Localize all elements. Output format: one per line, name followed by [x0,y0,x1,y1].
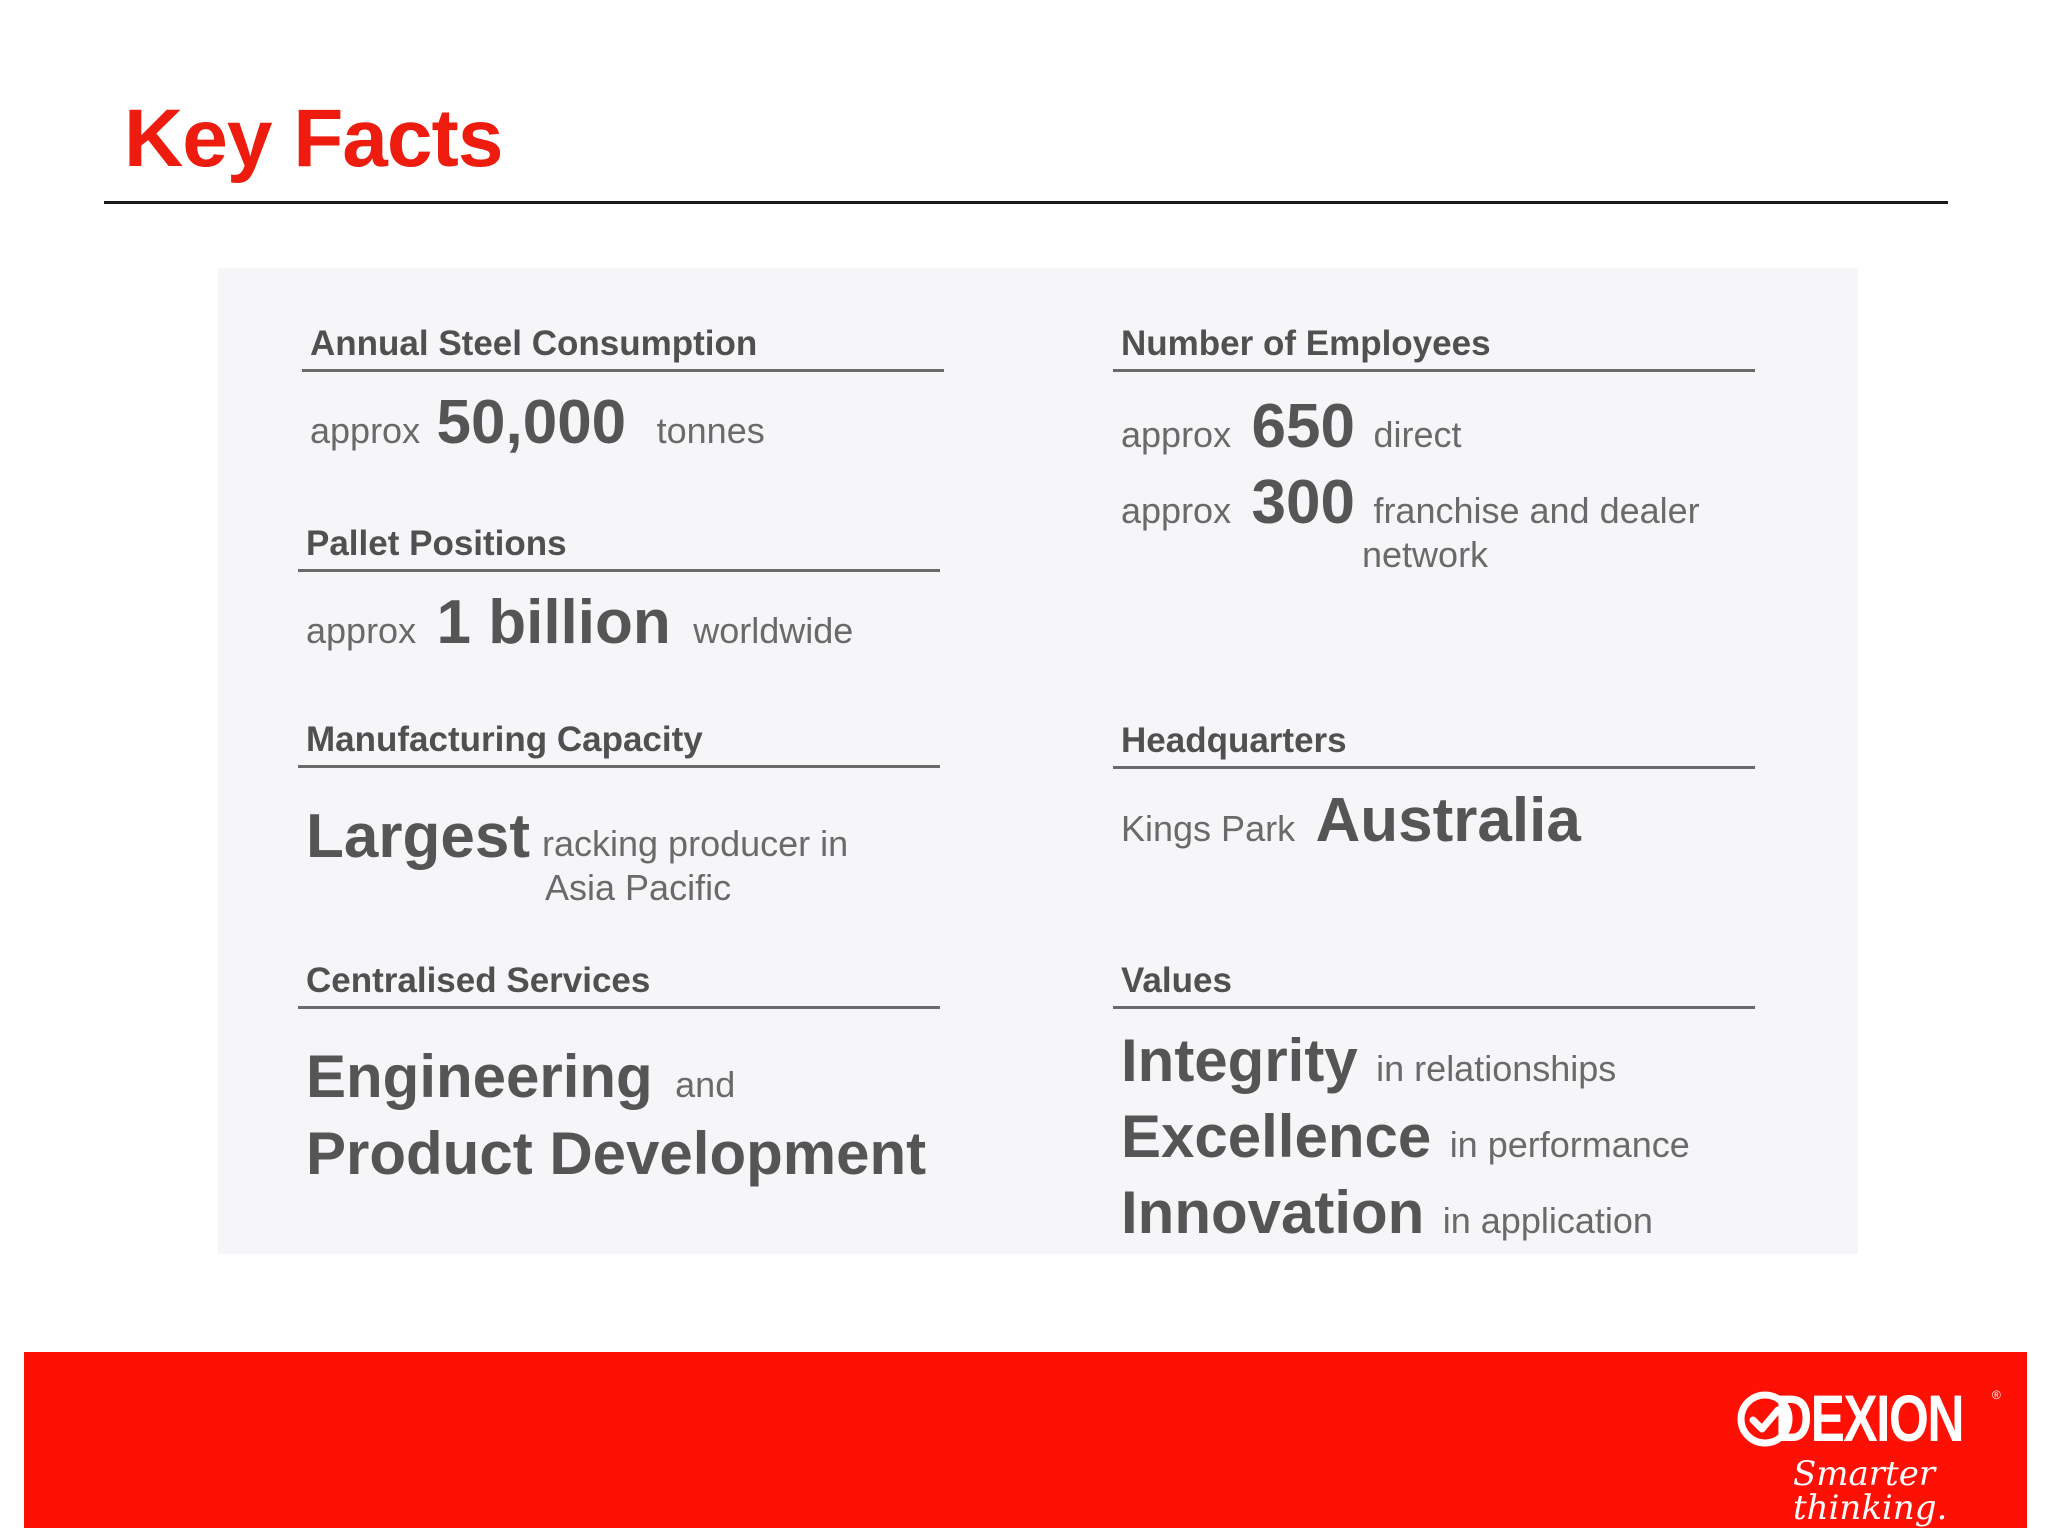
brand-tagline: Smarter thinking. [1793,1454,1948,1528]
value-name: Integrity [1121,1027,1358,1094]
manufacturing-suffix-line2: Asia Pacific [545,867,732,908]
section-heading: Number of Employees [1113,326,1755,372]
employees-row-1: approx 650 direct [1121,396,1461,458]
employees-prefix: approx [1121,490,1232,531]
pallet-value: 1 billion [436,588,671,657]
value-suffix: in performance [1449,1124,1690,1165]
section-pallet: Pallet Positions [298,526,940,572]
employees-value: 650 [1251,392,1355,461]
values-item-3: Innovation in application [1121,1183,1653,1243]
section-hq: Headquarters [1113,723,1755,769]
check-circle-icon [1737,1391,1793,1447]
manufacturing-suffix: racking producer in [542,823,849,864]
section-services: Centralised Services [298,963,940,1009]
section-heading: Centralised Services [298,963,940,1009]
section-manufacturing: Manufacturing Capacity [298,722,940,768]
values-item-2: Excellence in performance [1121,1107,1690,1167]
value-name: Excellence [1121,1103,1432,1170]
steel-value: 50,000 [436,388,627,457]
pallet-row: approx 1 billion worldwide [306,592,853,654]
employees-row-2: approx 300 franchise and dealer [1121,472,1700,534]
value-suffix: in relationships [1376,1048,1617,1089]
section-values: Values [1113,963,1755,1009]
employees-suffix: franchise and dealer [1373,490,1700,531]
employees-value: 300 [1251,468,1355,537]
facts-panel [218,268,1858,1254]
title-divider [104,201,1948,204]
hq-row: Kings Park Australia [1121,790,1581,852]
pallet-prefix: approx [306,610,417,651]
employees-suffix-line2: network [1362,534,1489,575]
section-heading: Headquarters [1113,723,1755,769]
steel-suffix: tonnes [656,410,765,451]
services-suffix1: and [675,1064,736,1105]
services-value1: Engineering [306,1043,653,1110]
slide-title: Key Facts [124,93,503,184]
values-item-1: Integrity in relationships [1121,1031,1616,1091]
footer-band [24,1352,2027,1528]
section-heading: Pallet Positions [298,526,940,572]
manufacturing-value: Largest [306,802,530,871]
services-line1: Engineering and [306,1047,735,1107]
services-value2: Product Development [306,1120,927,1187]
employees-prefix: approx [1121,414,1232,455]
value-suffix: in application [1442,1200,1653,1241]
section-employees: Number of Employees [1113,326,1755,372]
section-heading: Manufacturing Capacity [298,722,940,768]
hq-prefix: Kings Park [1121,808,1296,849]
value-name: Innovation [1121,1179,1425,1246]
employees-suffix: direct [1373,414,1462,455]
pallet-suffix: worldwide [693,610,854,651]
section-steel: Annual Steel Consumption [302,326,944,372]
steel-prefix: approx [310,410,421,451]
section-heading: Values [1113,963,1755,1009]
brand-logo-text: DEXION [1775,1381,1965,1455]
hq-value: Australia [1315,786,1581,855]
registered-mark: ® [1992,1388,2001,1402]
section-heading: Annual Steel Consumption [302,326,944,372]
steel-row: approx 50,000 tonnes [310,392,765,454]
